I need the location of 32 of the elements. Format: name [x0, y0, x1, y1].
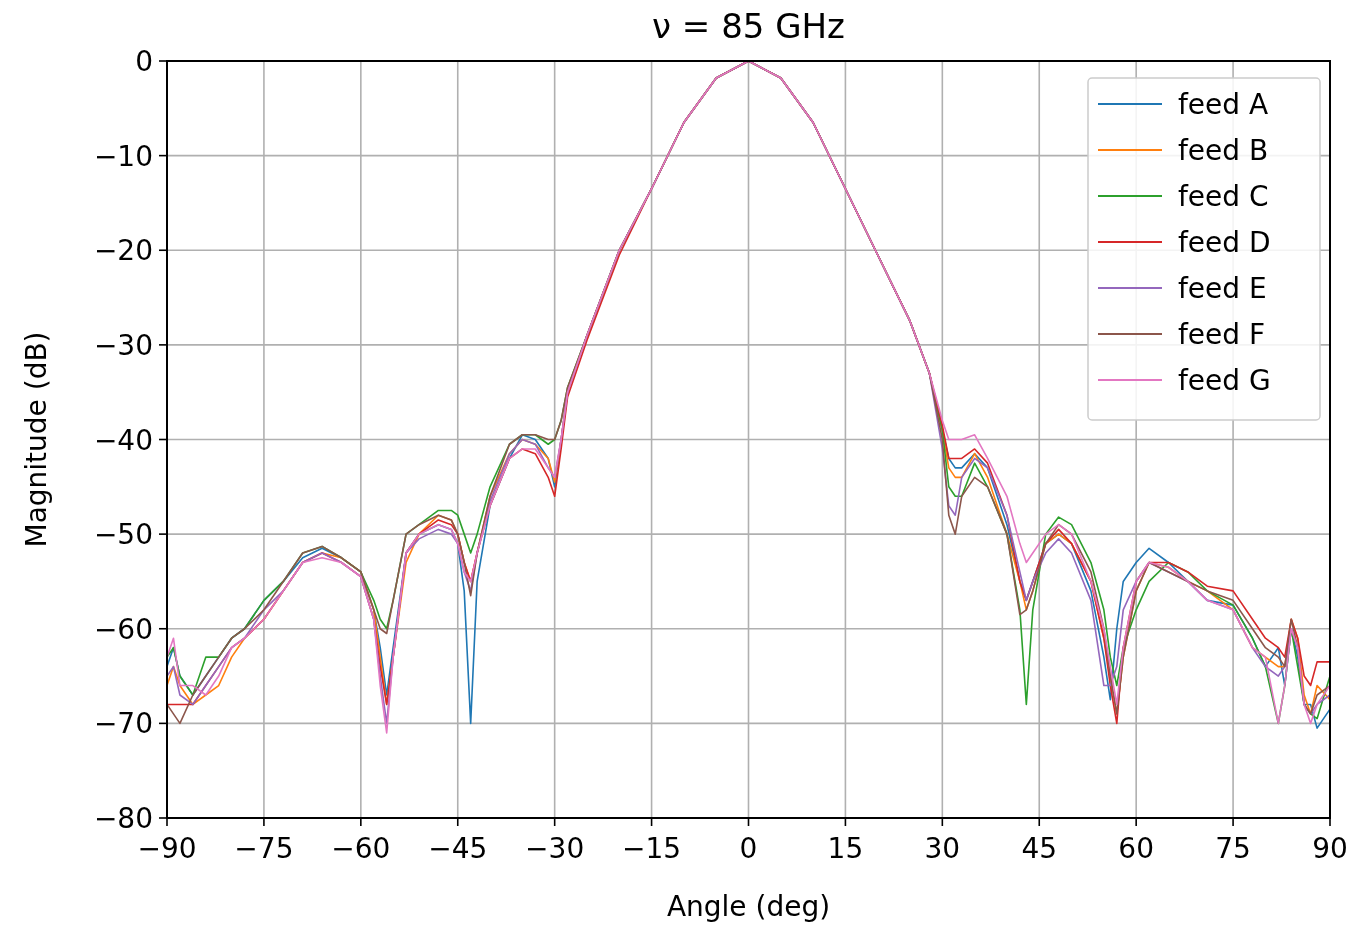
- y-tick-label: −60: [93, 612, 153, 646]
- legend-label: feed D: [1178, 226, 1271, 259]
- x-axis-title: Angle (deg): [666, 890, 831, 923]
- y-tick-label: −20: [93, 234, 153, 268]
- legend-label: feed E: [1178, 272, 1267, 305]
- legend-label: feed C: [1178, 180, 1269, 213]
- y-tick-label: −10: [93, 139, 153, 173]
- y-tick-label: −70: [93, 707, 153, 741]
- x-tick-label: 90: [1312, 832, 1348, 865]
- x-tick-label: 15: [827, 832, 864, 865]
- x-tick-label: −60: [331, 832, 391, 865]
- x-tick-label: −75: [234, 832, 294, 865]
- chart-title: ν = 85 GHz: [652, 6, 845, 46]
- y-tick-label: −80: [93, 802, 153, 835]
- x-tick-label: −90: [137, 832, 197, 865]
- y-axis-title: Magnitude (dB): [20, 331, 53, 548]
- legend-label: feed G: [1178, 364, 1271, 397]
- x-tick-label: 60: [1118, 832, 1154, 865]
- y-tick-label: −40: [93, 423, 153, 457]
- x-tick-label: 75: [1215, 832, 1251, 865]
- x-tick-label: 30: [924, 832, 961, 865]
- x-tick-label: −30: [525, 832, 585, 865]
- x-tick-label: −15: [622, 832, 682, 865]
- y-tick-label: −50: [93, 518, 153, 552]
- y-tick-label: 0: [135, 45, 153, 78]
- legend-label: feed F: [1178, 318, 1266, 351]
- legend-label: feed A: [1178, 88, 1269, 121]
- x-tick-label: 0: [739, 832, 758, 865]
- legend-label: feed B: [1178, 134, 1269, 167]
- x-tick-label: 45: [1021, 832, 1058, 865]
- x-tick-label: −45: [428, 832, 488, 865]
- y-tick-label: −30: [93, 328, 153, 362]
